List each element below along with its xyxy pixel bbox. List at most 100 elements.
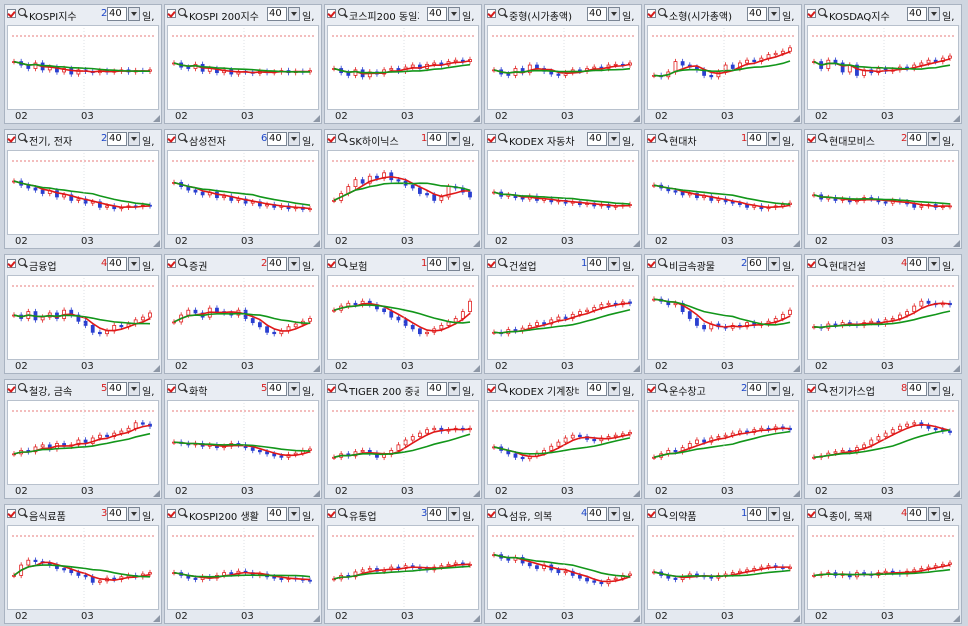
price-chart[interactable]: [167, 25, 319, 110]
price-chart[interactable]: [647, 150, 799, 235]
price-chart[interactable]: [7, 400, 159, 485]
panel-checkbox[interactable]: [807, 384, 816, 393]
search-icon[interactable]: [18, 133, 28, 145]
period-dropdown-button[interactable]: [608, 257, 620, 271]
search-icon[interactable]: [178, 8, 188, 20]
price-chart[interactable]: [487, 25, 639, 110]
panel-checkbox[interactable]: [487, 259, 496, 268]
price-chart[interactable]: [807, 275, 959, 360]
search-icon[interactable]: [498, 258, 508, 270]
resize-grip[interactable]: [313, 365, 320, 372]
price-chart[interactable]: [807, 400, 959, 485]
period-dropdown-button[interactable]: [928, 382, 940, 396]
panel-checkbox[interactable]: [327, 509, 336, 518]
period-input[interactable]: 40: [107, 132, 127, 146]
panel-checkbox[interactable]: [327, 384, 336, 393]
period-dropdown-button[interactable]: [928, 132, 940, 146]
period-input[interactable]: 40: [587, 382, 607, 396]
period-input[interactable]: 40: [907, 382, 927, 396]
panel-checkbox[interactable]: [647, 134, 656, 143]
period-input[interactable]: 40: [427, 132, 447, 146]
panel-checkbox[interactable]: [327, 9, 336, 18]
panel-checkbox[interactable]: [487, 134, 496, 143]
period-input[interactable]: 40: [747, 507, 767, 521]
resize-grip[interactable]: [953, 115, 960, 122]
resize-grip[interactable]: [793, 365, 800, 372]
period-input[interactable]: 40: [907, 257, 927, 271]
period-dropdown-button[interactable]: [768, 7, 780, 21]
search-icon[interactable]: [658, 508, 668, 520]
search-icon[interactable]: [178, 258, 188, 270]
period-input[interactable]: 40: [907, 507, 927, 521]
resize-grip[interactable]: [953, 490, 960, 497]
search-icon[interactable]: [498, 133, 508, 145]
resize-grip[interactable]: [153, 490, 160, 497]
period-input[interactable]: 40: [107, 7, 127, 21]
period-input[interactable]: 40: [107, 257, 127, 271]
price-chart[interactable]: [7, 150, 159, 235]
panel-checkbox[interactable]: [167, 9, 176, 18]
period-dropdown-button[interactable]: [128, 382, 140, 396]
search-icon[interactable]: [498, 508, 508, 520]
period-dropdown-button[interactable]: [448, 382, 460, 396]
period-input[interactable]: 40: [267, 257, 287, 271]
period-dropdown-button[interactable]: [608, 382, 620, 396]
period-input[interactable]: 60: [747, 257, 767, 271]
search-icon[interactable]: [658, 258, 668, 270]
price-chart[interactable]: [807, 150, 959, 235]
period-dropdown-button[interactable]: [288, 507, 300, 521]
panel-checkbox[interactable]: [807, 9, 816, 18]
search-icon[interactable]: [338, 508, 348, 520]
price-chart[interactable]: [487, 400, 639, 485]
panel-checkbox[interactable]: [647, 509, 656, 518]
resize-grip[interactable]: [473, 490, 480, 497]
resize-grip[interactable]: [793, 490, 800, 497]
resize-grip[interactable]: [153, 115, 160, 122]
resize-grip[interactable]: [313, 615, 320, 622]
period-input[interactable]: 40: [107, 507, 127, 521]
resize-grip[interactable]: [473, 365, 480, 372]
panel-checkbox[interactable]: [327, 134, 336, 143]
period-input[interactable]: 40: [267, 132, 287, 146]
resize-grip[interactable]: [953, 365, 960, 372]
panel-checkbox[interactable]: [7, 9, 16, 18]
period-dropdown-button[interactable]: [768, 382, 780, 396]
period-input[interactable]: 40: [587, 132, 607, 146]
search-icon[interactable]: [818, 8, 828, 20]
search-icon[interactable]: [818, 383, 828, 395]
price-chart[interactable]: [807, 525, 959, 610]
resize-grip[interactable]: [793, 615, 800, 622]
panel-checkbox[interactable]: [7, 509, 16, 518]
resize-grip[interactable]: [793, 115, 800, 122]
resize-grip[interactable]: [793, 240, 800, 247]
price-chart[interactable]: [327, 150, 479, 235]
period-dropdown-button[interactable]: [128, 257, 140, 271]
resize-grip[interactable]: [633, 115, 640, 122]
price-chart[interactable]: [7, 275, 159, 360]
period-dropdown-button[interactable]: [448, 7, 460, 21]
search-icon[interactable]: [818, 508, 828, 520]
period-dropdown-button[interactable]: [448, 132, 460, 146]
price-chart[interactable]: [167, 525, 319, 610]
price-chart[interactable]: [167, 150, 319, 235]
price-chart[interactable]: [487, 525, 639, 610]
resize-grip[interactable]: [153, 615, 160, 622]
panel-checkbox[interactable]: [7, 134, 16, 143]
search-icon[interactable]: [658, 133, 668, 145]
period-input[interactable]: 40: [587, 257, 607, 271]
price-chart[interactable]: [647, 275, 799, 360]
period-dropdown-button[interactable]: [448, 257, 460, 271]
panel-checkbox[interactable]: [647, 259, 656, 268]
panel-checkbox[interactable]: [167, 134, 176, 143]
period-input[interactable]: 40: [107, 382, 127, 396]
search-icon[interactable]: [338, 133, 348, 145]
period-dropdown-button[interactable]: [128, 507, 140, 521]
search-icon[interactable]: [18, 258, 28, 270]
period-dropdown-button[interactable]: [928, 507, 940, 521]
panel-checkbox[interactable]: [487, 9, 496, 18]
price-chart[interactable]: [327, 400, 479, 485]
period-dropdown-button[interactable]: [288, 7, 300, 21]
period-input[interactable]: 40: [747, 7, 767, 21]
search-icon[interactable]: [498, 383, 508, 395]
period-input[interactable]: 40: [267, 382, 287, 396]
